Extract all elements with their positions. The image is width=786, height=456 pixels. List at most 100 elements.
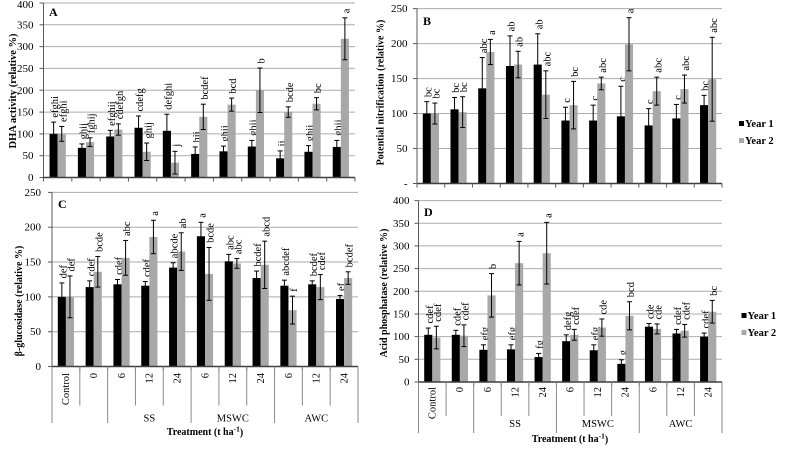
svg-text:c: c [562, 98, 573, 103]
svg-text:abc: abc [234, 239, 245, 254]
svg-text:abc: abc [681, 56, 692, 71]
svg-text:abcdef: abcdef [281, 247, 292, 275]
svg-text:6: 6 [200, 373, 211, 378]
svg-text:12: 12 [676, 387, 687, 398]
svg-text:cdef: cdef [114, 256, 125, 275]
svg-text:12: 12 [510, 387, 521, 398]
svg-text:abc: abc [542, 51, 553, 66]
svg-text:250: 250 [25, 187, 42, 199]
svg-text:bc: bc [709, 286, 720, 296]
svg-text:100: 100 [393, 331, 410, 343]
svg-text:50: 50 [23, 150, 35, 162]
svg-text:defg: defg [563, 311, 574, 330]
svg-text:c: c [645, 99, 656, 104]
svg-text:c: c [673, 95, 684, 100]
svg-text:bc: bc [459, 82, 470, 92]
svg-text:efghi: efghi [58, 100, 69, 122]
svg-text:24: 24 [256, 372, 267, 383]
svg-text:cdefgh: cdefgh [115, 90, 126, 119]
svg-text:a: a [487, 30, 498, 35]
svg-text:bcde: bcde [206, 223, 217, 243]
svg-text:ef: ef [337, 282, 348, 291]
svg-text:6: 6 [483, 387, 494, 392]
svg-text:cdef: cdef [317, 252, 328, 271]
svg-text:12: 12 [312, 373, 323, 384]
svg-text:ab: ab [507, 21, 518, 31]
svg-text:250: 250 [391, 3, 408, 15]
svg-text:MSWC: MSWC [217, 414, 249, 425]
svg-text:efg: efg [590, 326, 601, 340]
svg-text:efg: efg [508, 326, 519, 340]
svg-text:AWC: AWC [669, 419, 693, 430]
svg-text:cde: cde [654, 305, 665, 320]
svg-text:350: 350 [17, 19, 34, 31]
svg-text:cde: cde [599, 300, 610, 315]
svg-text:Year 2: Year 2 [745, 136, 774, 147]
svg-text:24: 24 [339, 372, 350, 383]
svg-text:50: 50 [399, 354, 411, 366]
svg-text:ghij: ghij [79, 123, 90, 139]
svg-text:abc: abc [479, 38, 490, 53]
svg-text:defghi: defghi [164, 83, 175, 110]
svg-text:bc: bc [423, 87, 434, 97]
svg-text:bcdef: bcdef [345, 243, 356, 267]
svg-text:bc: bc [701, 81, 712, 91]
svg-text:200: 200 [393, 286, 410, 298]
svg-text:6: 6 [648, 387, 659, 392]
svg-text:b: b [257, 58, 268, 63]
svg-text:cdef: cdef [425, 305, 436, 324]
svg-text:a: a [626, 8, 637, 13]
svg-text:bcde: bcde [285, 82, 296, 102]
svg-text:50: 50 [397, 143, 409, 155]
svg-text:a: a [198, 213, 209, 218]
svg-text:c: c [618, 77, 629, 82]
svg-text:D: D [424, 205, 433, 219]
svg-text:efghi: efghi [50, 96, 61, 118]
svg-text:400: 400 [17, 0, 34, 11]
svg-text:ab: ab [515, 37, 526, 47]
svg-text:200: 200 [25, 222, 42, 234]
svg-text:100: 100 [17, 128, 34, 140]
svg-text:bcd: bcd [228, 78, 239, 94]
svg-text:150: 150 [391, 73, 408, 85]
svg-text:abc: abc [122, 221, 133, 236]
svg-text:efg: efg [480, 326, 491, 340]
svg-text:150: 150 [393, 309, 410, 321]
svg-text:hij: hij [192, 131, 203, 142]
svg-text:250: 250 [17, 63, 34, 75]
svg-text:12: 12 [593, 387, 604, 398]
svg-text:fghij: fghij [87, 113, 98, 133]
svg-text:SS: SS [509, 419, 521, 430]
svg-text:cdef: cdef [142, 258, 153, 277]
svg-text:50: 50 [30, 326, 42, 338]
svg-text:200: 200 [391, 38, 408, 50]
svg-text:f: f [289, 288, 300, 292]
svg-text:abc: abc [653, 58, 664, 73]
svg-text:24: 24 [621, 386, 632, 397]
svg-text:a: a [543, 213, 554, 218]
svg-text:24: 24 [704, 386, 715, 397]
svg-text:24: 24 [173, 372, 184, 383]
svg-text:efghij: efghij [107, 101, 118, 126]
svg-text:12: 12 [228, 373, 239, 384]
svg-text:300: 300 [17, 41, 34, 53]
svg-text:a: a [516, 232, 527, 237]
svg-text:250: 250 [393, 263, 410, 275]
svg-text:0: 0 [455, 387, 466, 392]
svg-text:cdefg: cdefg [135, 87, 146, 111]
svg-text:c: c [590, 96, 601, 101]
svg-text:ij: ij [277, 140, 288, 146]
svg-text:150: 150 [25, 257, 42, 269]
svg-text:cdef: cdef [461, 302, 472, 321]
svg-text:def: def [59, 264, 70, 278]
svg-text:cdef: cdef [433, 303, 444, 322]
svg-text:6: 6 [284, 373, 295, 378]
svg-text:Treatment (t ha-1): Treatment (t ha-1) [167, 425, 243, 439]
svg-text:bcdef: bcdef [309, 252, 320, 276]
svg-text:ghij: ghij [143, 122, 154, 138]
svg-text:a: a [150, 211, 161, 216]
svg-text:A: A [49, 5, 58, 19]
svg-text:Year 1: Year 1 [745, 119, 774, 130]
svg-text:cdef: cdef [452, 307, 463, 326]
svg-text:β-glucosidase (relative %): β-glucosidase (relative %) [14, 246, 25, 357]
